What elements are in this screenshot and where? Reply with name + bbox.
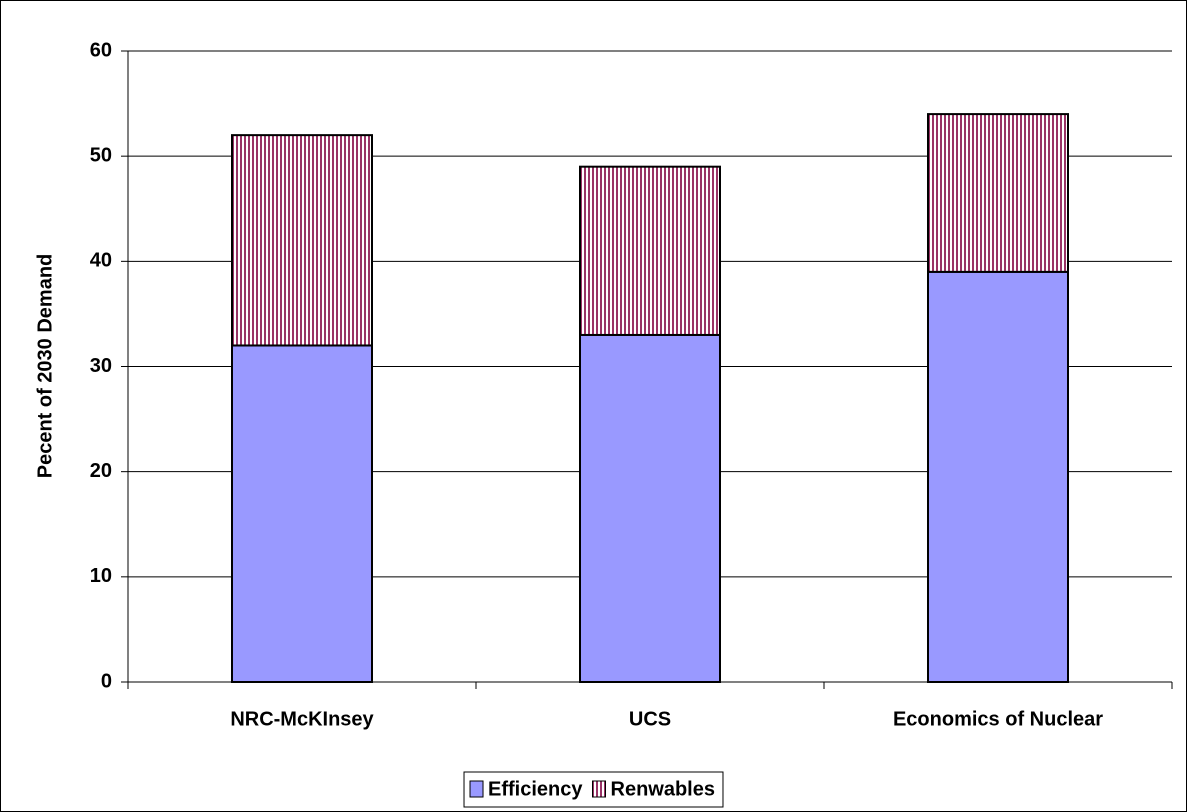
- y-tick-label: 10: [90, 565, 112, 587]
- x-tick-label: Economics of Nuclear: [893, 708, 1103, 730]
- legend-label: Renwables: [611, 778, 715, 800]
- x-tick-label: NRC-McKInsey: [230, 708, 374, 730]
- y-axis-label: Pecent of 2030 Demand: [34, 254, 56, 479]
- bar-segment: [231, 134, 373, 347]
- x-tick-label: UCS: [629, 708, 671, 730]
- y-tick-label: 30: [90, 355, 112, 377]
- legend-swatch: [592, 780, 606, 798]
- bar-segment: [927, 270, 1069, 683]
- legend-swatch: [469, 780, 484, 798]
- y-tick-label: 60: [90, 39, 112, 61]
- legend-label: Efficiency: [488, 778, 583, 800]
- y-tick-label: 50: [90, 144, 112, 166]
- y-tick-label: 40: [90, 250, 112, 272]
- y-tick-label: 20: [90, 460, 112, 482]
- bar-segment: [579, 165, 721, 336]
- bar-segment: [927, 113, 1069, 273]
- y-tick-label: 0: [101, 670, 112, 692]
- bar-segment: [231, 344, 373, 683]
- bar-segment: [579, 333, 721, 683]
